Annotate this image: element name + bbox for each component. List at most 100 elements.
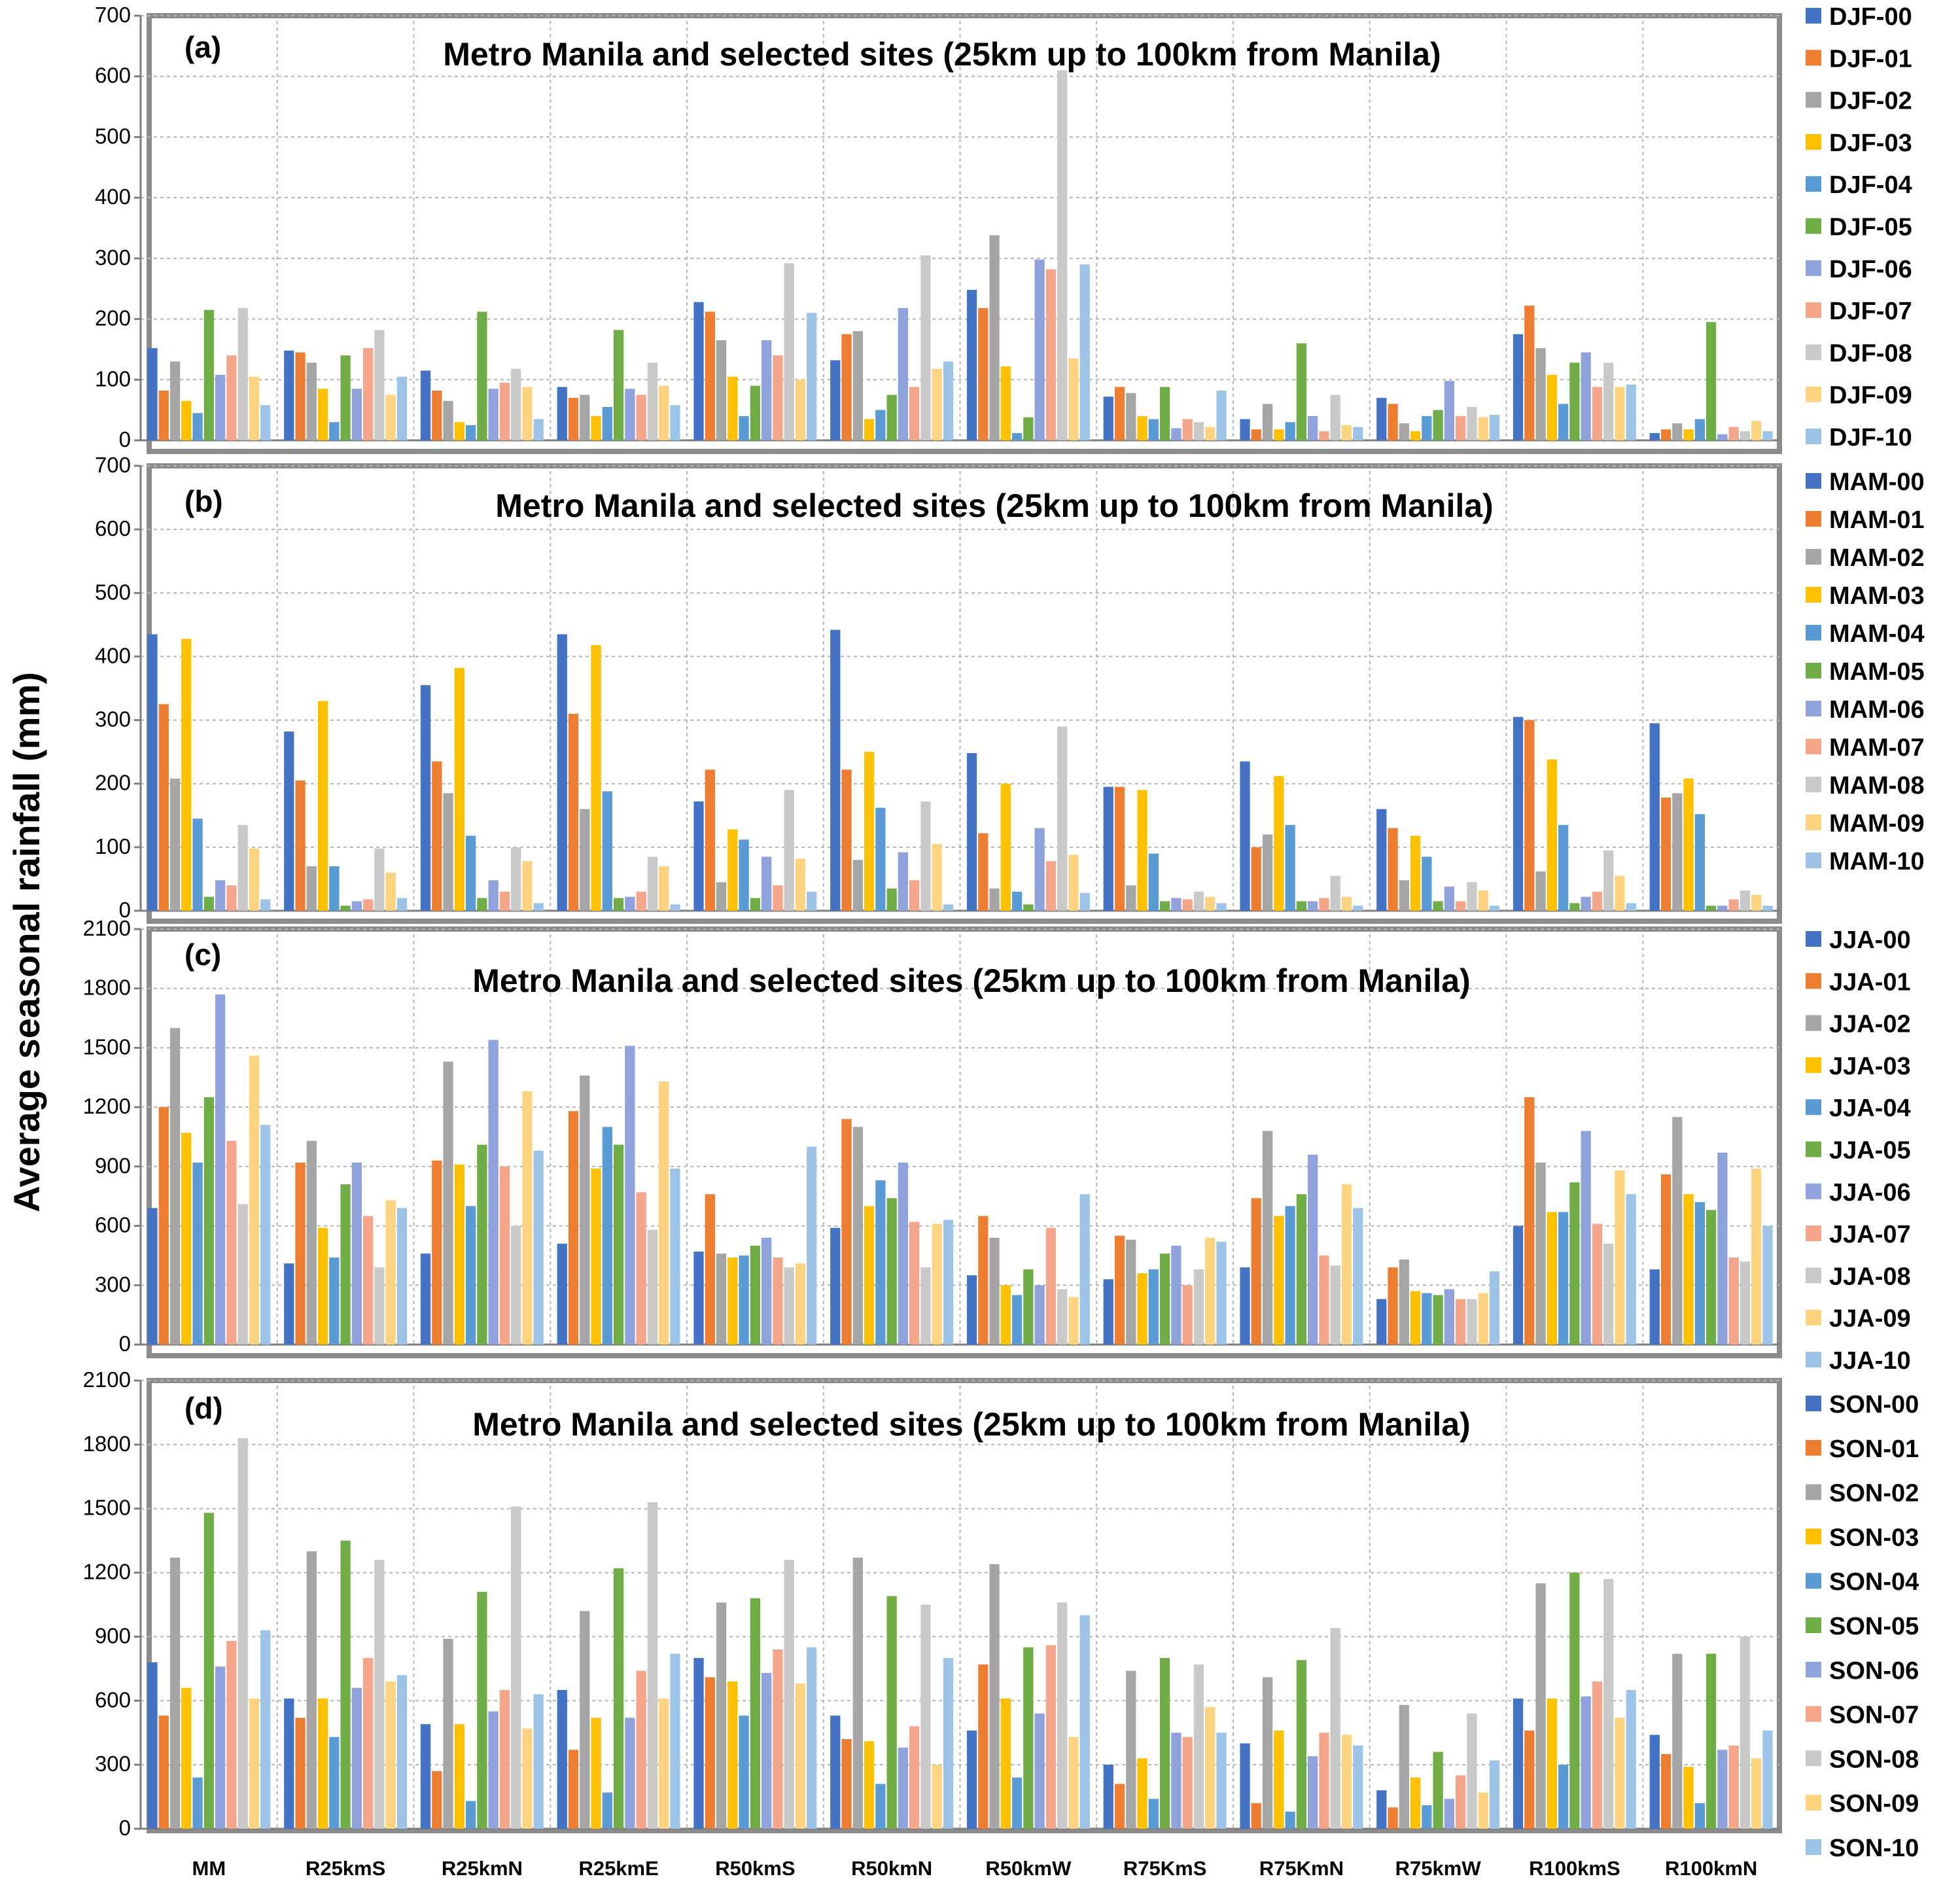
bar-mam-08-mm [237,824,248,911]
bar-jja-08-r75kms [1193,1269,1204,1345]
bar-son-06-r75kmn [1308,1756,1318,1829]
bar-mam-02-r75kmn [1262,834,1273,911]
bar-djf-05-r75kmw [1433,410,1443,440]
bar-son-04-r50kmw [1011,1777,1023,1829]
bar-son-09-r75kmn [1341,1735,1352,1829]
bar-djf-06-r25kmn [488,389,499,440]
bar-son-05-r75kmn [1296,1660,1307,1829]
bar-son-01-r50kmn [841,1739,852,1829]
legend-label: SON-10 [1829,1835,1919,1862]
legend-label: MAM-05 [1829,658,1925,686]
bar-mam-09-r50kms [795,858,806,911]
bar-mam-04-mm [192,819,203,911]
bar-son-05-mm [203,1513,215,1829]
bar-son-08-r25kmn [511,1506,521,1829]
bar-djf-05-r25kms [340,355,351,440]
bar-son-02-r75kmw [1399,1704,1409,1829]
bar-mam-02-r75kms [1126,885,1136,911]
bar-djf-00-r25kme [557,387,567,440]
bar-mam-07-r100kms [1592,891,1603,911]
y-tick-label: 0 [119,898,131,922]
legend-swatch [1806,260,1821,276]
legend-label: JJA-05 [1829,1137,1911,1165]
bar-son-01-r25kmn [432,1770,442,1829]
legend: DJF-00 DJF-01 DJF-02 DJF-03 DJF-04 DJF-05 DJF-… [1806,3,1912,451]
bar-djf-03-r100kms [1547,374,1557,440]
bar-son-05-r75kmw [1433,1752,1443,1829]
bar-son-04-r50kms [739,1716,749,1829]
bar-mam-05-mm [203,896,215,911]
bar-mam-03-r50kmn [864,752,875,911]
bar-jja-10-r100kmn [1762,1225,1773,1345]
bar-djf-02-r25kme [580,395,590,440]
bar-jja-10-r50kms [807,1146,817,1345]
legend-swatch [1806,1839,1821,1855]
bar-jja-06-r25kmn [488,1040,499,1345]
legend-swatch [1806,176,1821,192]
bar-son-02-r100kms [1535,1583,1546,1829]
bar-mam-02-r25kmn [443,793,453,911]
bar-jja-10-r75kmw [1489,1271,1500,1345]
bar-jja-04-r75kmw [1422,1293,1432,1345]
bar-djf-05-r25kme [613,330,624,440]
bar-djf-04-mm [192,413,203,440]
legend-label: DJF-02 [1829,88,1912,115]
bar-mam-09-r100kms [1615,875,1625,911]
bar-djf-09-r75kmw [1478,417,1488,440]
bar-son-00-mm [147,1662,158,1829]
bar-djf-00-r25kmn [420,370,431,440]
bar-son-01-r75kmw [1388,1807,1398,1829]
bar-jja-01-r75kmw [1388,1267,1398,1345]
legend-label: DJF-06 [1829,256,1912,283]
legend-swatch [1806,1573,1821,1589]
bar-mam-02-r50kmn [852,860,863,911]
bar-son-10-r75kmn [1353,1745,1363,1829]
bar-jja-04-r50kmw [1011,1295,1023,1345]
bar-mam-06-r50kmw [1034,828,1045,911]
x-tick-label: R50kmS [715,1857,795,1880]
bar-mam-05-r100kmn [1706,906,1717,911]
bar-son-09-mm [249,1699,260,1829]
bar-djf-06-r100kmn [1717,434,1728,440]
bar-jja-02-r50kmw [989,1237,1000,1345]
bar-mam-04-r25kme [602,791,612,911]
bar-jja-07-r75kmn [1319,1255,1329,1345]
panel-label: (d) [184,1391,223,1425]
bar-son-10-r50kmw [1079,1615,1090,1829]
bar-djf-08-r75kmn [1330,395,1340,440]
bar-son-10-r25kmn [533,1694,544,1829]
bar-mam-02-r25kms [306,866,317,911]
bar-djf-03-r50kms [727,376,738,440]
bar-jja-10-r50kmw [1079,1194,1090,1345]
bar-mam-10-r100kmn [1762,906,1773,911]
bar-son-07-r75kms [1182,1736,1193,1829]
bar-mam-01-r25kme [568,713,579,911]
bar-son-02-r25kms [306,1551,317,1829]
bar-son-05-r25kmn [477,1591,487,1829]
bar-jja-07-r50kms [773,1257,783,1345]
legend-label: SON-05 [1829,1613,1919,1640]
bar-jja-10-r75kms [1216,1241,1227,1345]
bar-jja-05-r25kme [613,1144,624,1345]
y-tick-label: 200 [95,771,131,795]
bar-jja-03-r25kme [591,1168,601,1345]
bar-son-09-r50kms [795,1683,806,1829]
bar-son-02-r50kmw [989,1564,1000,1829]
bar-jja-06-r25kms [351,1162,362,1345]
bar-son-03-r75kmn [1274,1730,1284,1829]
bar-son-00-r50kmn [830,1716,841,1829]
bar-mam-05-r50kms [750,898,761,911]
legend-label: MAM-07 [1829,734,1925,762]
legend-label: DJF-00 [1829,3,1912,31]
bar-son-08-r25kme [647,1502,658,1829]
legend-swatch [1806,344,1821,361]
bar-son-09-r25kms [385,1681,396,1829]
bar-djf-01-mm [158,390,169,440]
y-tick-label: 700 [95,453,131,477]
bar-djf-04-r100kmn [1694,419,1705,440]
bar-son-01-r100kms [1524,1730,1535,1829]
bar-jja-09-r50kmn [932,1224,942,1345]
bar-mam-09-r25kme [659,866,669,911]
x-tick-label: R25kmS [306,1857,385,1880]
legend-swatch [1806,1015,1821,1031]
